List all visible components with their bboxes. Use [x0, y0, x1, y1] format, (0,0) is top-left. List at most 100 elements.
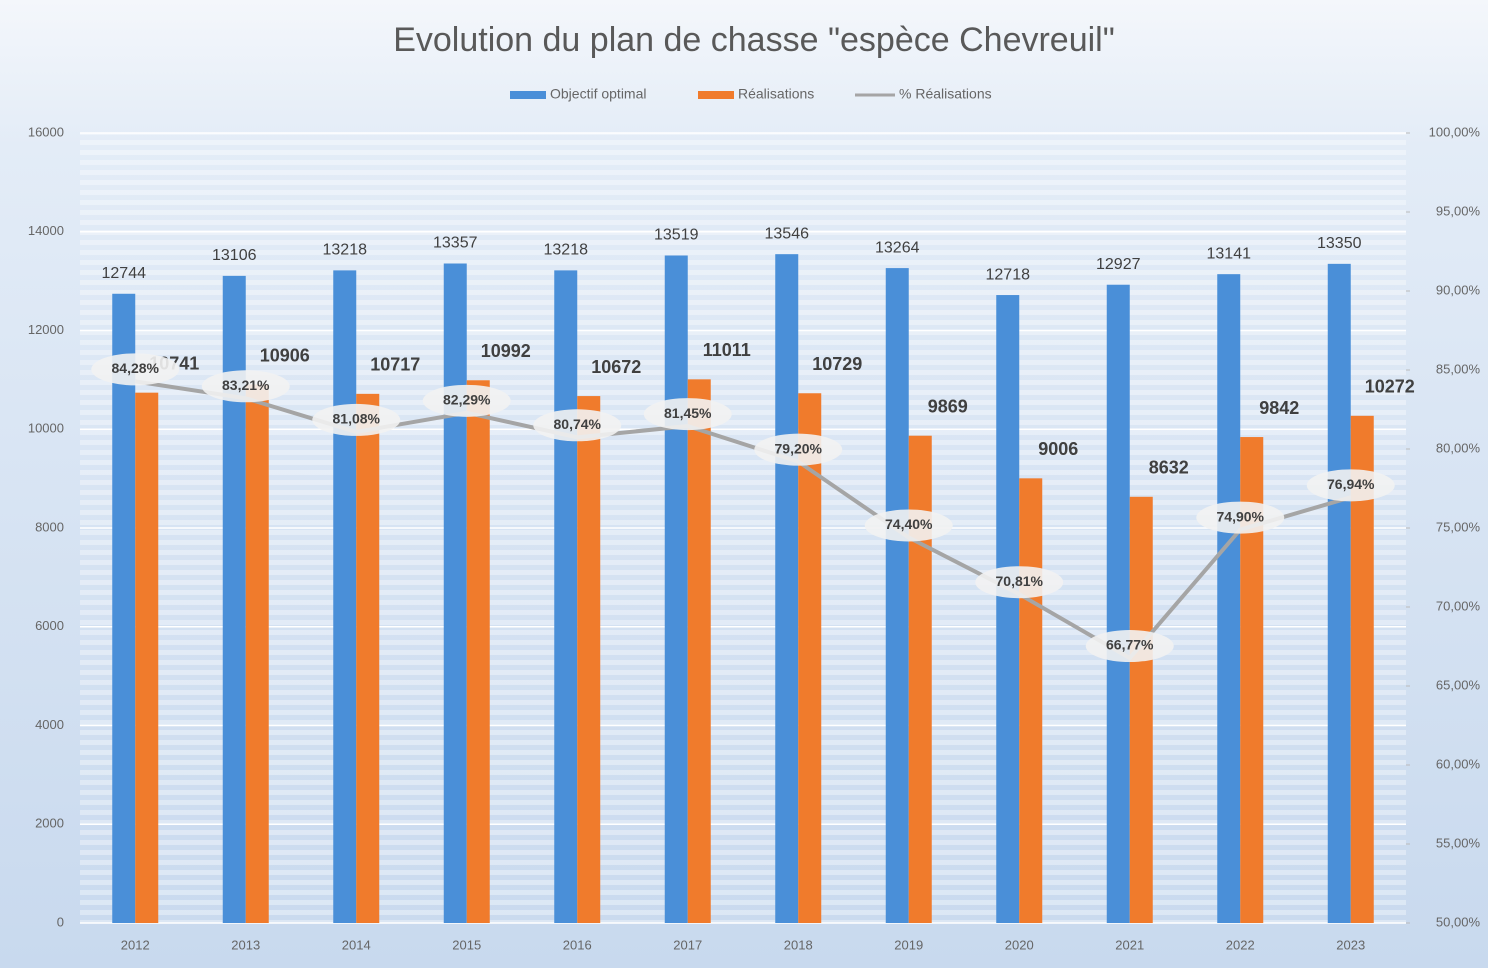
- y2-tick-label: 50,00%: [1436, 914, 1481, 929]
- x-tick-label: 2012: [121, 937, 150, 952]
- y2-tick-label: 90,00%: [1436, 282, 1481, 297]
- y2-tick-label: 75,00%: [1436, 519, 1481, 534]
- bar: [1217, 274, 1241, 924]
- line-value-label: 66,77%: [1106, 637, 1154, 653]
- y2-tick-label: 65,00%: [1436, 677, 1481, 692]
- line-value-label: 74,40%: [885, 516, 933, 532]
- y-tick-label: 14000: [28, 223, 64, 238]
- x-tick-label: 2023: [1336, 937, 1365, 952]
- data-label-bg: [1306, 469, 1395, 502]
- x-tick-label: 2013: [231, 937, 260, 952]
- line-value-label: 76,94%: [1327, 476, 1375, 492]
- bar: [996, 295, 1020, 924]
- line-value-label: 82,29%: [443, 392, 491, 408]
- legend-label: Objectif optimal: [550, 86, 646, 102]
- bar-value-label: 12927: [1096, 256, 1141, 273]
- bar: [443, 263, 467, 923]
- data-label-bg: [533, 409, 622, 442]
- bar: [356, 393, 380, 923]
- bar-value-label: 10672: [591, 357, 641, 377]
- x-tick-label: 2021: [1115, 937, 1144, 952]
- y-tick-label: 16000: [28, 124, 64, 139]
- bar-value-label: 13218: [544, 242, 589, 259]
- bar-value-label: 9842: [1259, 398, 1299, 418]
- y2-tick-label: 85,00%: [1436, 361, 1481, 376]
- bar: [222, 275, 246, 923]
- bar-value-label: 13519: [654, 227, 699, 244]
- data-label-bg: [312, 403, 401, 436]
- chart-title: Evolution du plan de chasse "espèce Chev…: [393, 21, 1115, 59]
- bar: [687, 379, 711, 923]
- x-tick-label: 2019: [894, 937, 923, 952]
- bar-value-label: 9869: [928, 396, 968, 416]
- bar-value-label: 13106: [212, 247, 257, 264]
- data-label-bg: [91, 353, 180, 386]
- data-label-bg: [422, 384, 511, 417]
- bar-value-label: 13141: [1207, 245, 1252, 262]
- bar: [112, 293, 136, 923]
- y2-tick-label: 55,00%: [1436, 835, 1481, 850]
- data-label-bg: [754, 433, 843, 466]
- x-tick-label: 2015: [452, 937, 481, 952]
- legend-label: % Réalisations: [899, 86, 992, 102]
- x-tick-label: 2017: [673, 937, 702, 952]
- bar: [1327, 263, 1351, 923]
- y-tick-label: 2000: [35, 816, 64, 831]
- bar: [775, 254, 799, 923]
- y-tick-label: 6000: [35, 618, 64, 633]
- bar: [885, 268, 909, 924]
- bar: [1350, 415, 1374, 923]
- bar-value-label: 13546: [765, 225, 810, 242]
- line-value-label: 81,08%: [333, 411, 381, 427]
- bar-value-label: 10992: [481, 341, 531, 361]
- x-tick-label: 2016: [563, 937, 592, 952]
- bar: [554, 270, 578, 924]
- bar: [577, 396, 601, 923]
- bar: [245, 384, 269, 923]
- y2-tick-label: 95,00%: [1436, 203, 1481, 218]
- line-value-label: 79,20%: [775, 440, 823, 456]
- line-value-label: 84,28%: [112, 360, 160, 376]
- data-label-bg: [643, 398, 732, 431]
- bar-value-label: 12718: [986, 266, 1031, 283]
- bar: [333, 270, 357, 924]
- y-tick-label: 4000: [35, 717, 64, 732]
- y-tick-label: 8000: [35, 519, 64, 534]
- bar: [908, 435, 932, 923]
- bar-value-label: 8632: [1149, 458, 1189, 478]
- bar: [135, 392, 159, 924]
- bar-value-label: 13357: [433, 235, 478, 252]
- x-tick-label: 2014: [342, 937, 371, 952]
- legend-label: Réalisations: [738, 86, 814, 102]
- bar: [1106, 284, 1130, 923]
- data-label-bg: [1085, 630, 1174, 663]
- bar: [1019, 478, 1043, 923]
- line-value-label: 80,74%: [554, 416, 602, 432]
- legend-swatch: [510, 91, 546, 99]
- y2-tick-label: 70,00%: [1436, 598, 1481, 613]
- data-label-bg: [975, 566, 1064, 599]
- bar-value-label: 10729: [812, 354, 862, 374]
- bar-value-label: 10272: [1365, 377, 1415, 397]
- bar-value-label: 10717: [370, 355, 420, 375]
- bar-value-label: 9006: [1038, 439, 1078, 459]
- y2-tick-label: 100,00%: [1429, 124, 1481, 139]
- bar-value-label: 10906: [260, 345, 310, 365]
- bar: [466, 380, 490, 923]
- y-tick-label: 0: [57, 914, 64, 929]
- bar: [664, 255, 688, 923]
- legend-swatch: [698, 91, 734, 99]
- y2-tick-label: 60,00%: [1436, 756, 1481, 771]
- bar-value-label: 13350: [1317, 235, 1362, 252]
- bar-value-label: 12744: [102, 265, 147, 282]
- bar: [798, 393, 822, 923]
- line-value-label: 70,81%: [996, 573, 1044, 589]
- line-value-label: 81,45%: [664, 405, 712, 421]
- line-value-label: 83,21%: [222, 377, 270, 393]
- data-label-bg: [201, 370, 290, 403]
- bar: [1129, 496, 1153, 923]
- line-value-label: 74,90%: [1217, 508, 1265, 524]
- data-label-bg: [1196, 501, 1285, 534]
